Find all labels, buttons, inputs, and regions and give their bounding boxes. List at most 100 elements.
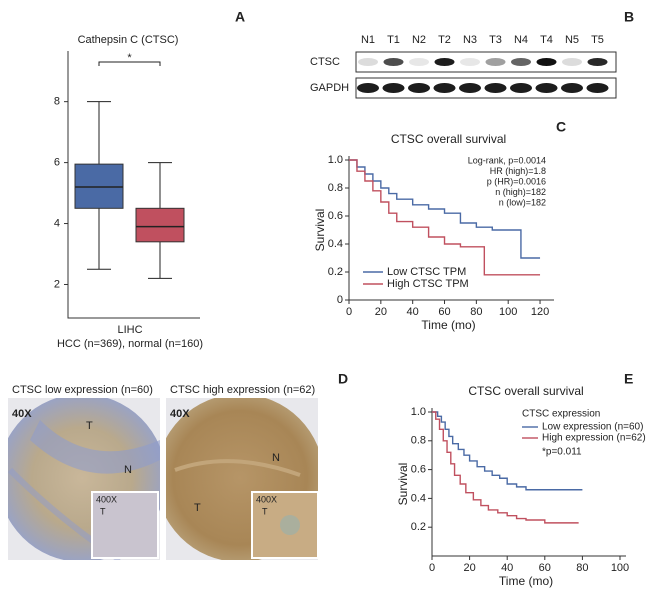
band <box>357 83 379 93</box>
legend-label: Low expression (n=60) <box>542 422 643 433</box>
inset-label: T <box>100 506 106 516</box>
band <box>535 83 558 93</box>
row-label: CTSC <box>310 56 340 68</box>
y-tick-label: 1.0 <box>411 406 426 418</box>
band <box>434 58 455 66</box>
y-tick-label: 6 <box>54 157 60 169</box>
band <box>409 58 429 66</box>
box <box>135 207 185 243</box>
ihc-title: CTSC low expression (n=60) <box>12 384 153 396</box>
axis <box>67 51 200 319</box>
significance-bar <box>98 61 161 66</box>
x-tick-label: 40 <box>501 562 513 574</box>
lane-label: T1 <box>387 34 400 46</box>
band <box>587 58 608 66</box>
lane-label: N1 <box>361 34 375 46</box>
band <box>562 58 582 66</box>
panel-letter: D <box>338 371 348 387</box>
x-tick-label: 60 <box>539 562 551 574</box>
lane-label: N3 <box>463 34 477 46</box>
survival-curve <box>432 411 583 491</box>
chart-title: CTSC overall survival <box>391 132 506 146</box>
region-label: N <box>124 464 132 476</box>
y-tick-label: 0.6 <box>411 464 426 476</box>
magnification: 40X <box>170 408 190 420</box>
y-tick-label: 1.0 <box>328 154 343 166</box>
lane-label: N2 <box>412 34 426 46</box>
annotation: n (low)=182 <box>499 197 546 207</box>
x-tick-label: 120 <box>531 306 549 318</box>
band <box>358 58 378 66</box>
y-tick-label: 8 <box>54 96 60 108</box>
legend-title: CTSC expression <box>522 409 600 420</box>
panel-letter: C <box>556 119 566 135</box>
row-label: GAPDH <box>310 82 349 94</box>
y-tick-label: 0.4 <box>328 238 343 250</box>
band <box>536 58 557 66</box>
y-tick-label: 0.8 <box>328 182 343 194</box>
x-tick-label: 0 <box>346 306 352 318</box>
lane-label: T5 <box>591 34 604 46</box>
region-label: T <box>194 502 201 514</box>
band <box>382 83 405 93</box>
band <box>484 83 507 93</box>
inset-magnification: 400X <box>96 494 117 504</box>
survival-curve <box>349 159 541 276</box>
x-tick-label: 20 <box>463 562 475 574</box>
band <box>383 58 404 66</box>
significance: * <box>127 52 132 64</box>
chart-title: Cathepsin C (CTSC) <box>78 34 179 46</box>
band <box>485 58 506 66</box>
x-label: Time (mo) <box>499 574 553 588</box>
band <box>510 83 532 93</box>
band <box>586 83 609 93</box>
survival-curve <box>349 159 541 259</box>
y-label: Survival <box>313 209 327 252</box>
panel-letter: E <box>624 371 633 387</box>
lane-label: T2 <box>438 34 451 46</box>
x-tick-label: 60 <box>438 306 450 318</box>
inset-label: T <box>262 506 268 516</box>
annotation: p (HR)=0.0016 <box>487 176 546 186</box>
y-tick-label: 0 <box>337 294 343 306</box>
region-label: T <box>86 420 93 432</box>
panel-letter: B <box>624 9 634 25</box>
y-label: Survival <box>396 463 410 506</box>
lane-label: T4 <box>540 34 553 46</box>
x-label: LIHC <box>117 324 142 336</box>
blot-frame <box>355 51 617 73</box>
chart-title: CTSC overall survival <box>468 384 583 398</box>
legend-label: High expression (n=62) <box>542 433 646 444</box>
annotation: *p=0.011 <box>542 447 582 458</box>
y-tick-label: 0.2 <box>411 521 426 533</box>
band <box>460 58 480 66</box>
survival-curve <box>432 411 579 524</box>
y-tick-label: 0.8 <box>411 435 426 447</box>
panel-letter: A <box>235 9 245 25</box>
x-label: Time (mo) <box>421 318 475 332</box>
x-tick-label: 80 <box>576 562 588 574</box>
band <box>408 83 430 93</box>
annotation: HR (high)=1.8 <box>490 166 546 176</box>
legend-label: Low CTSC TPM <box>387 266 466 278</box>
x-tick-label: 100 <box>611 562 629 574</box>
inset-magnification: 400X <box>256 494 277 504</box>
band <box>511 58 531 66</box>
box <box>74 163 124 209</box>
y-tick-label: 0.2 <box>328 266 343 278</box>
lane-label: N4 <box>514 34 528 46</box>
subtitle: HCC (n=369), normal (n=160) <box>57 338 203 350</box>
y-tick-label: 0.4 <box>411 492 426 504</box>
ihc-inset <box>91 491 159 559</box>
y-tick-label: 0.6 <box>328 210 343 222</box>
annotation: n (high)=182 <box>495 187 546 197</box>
lane-label: N5 <box>565 34 579 46</box>
x-tick-label: 20 <box>375 306 387 318</box>
magnification: 40X <box>12 408 32 420</box>
band <box>561 83 583 93</box>
lane-label: T3 <box>489 34 502 46</box>
band <box>433 83 456 93</box>
ihc-title: CTSC high expression (n=62) <box>170 384 315 396</box>
x-tick-label: 80 <box>470 306 482 318</box>
